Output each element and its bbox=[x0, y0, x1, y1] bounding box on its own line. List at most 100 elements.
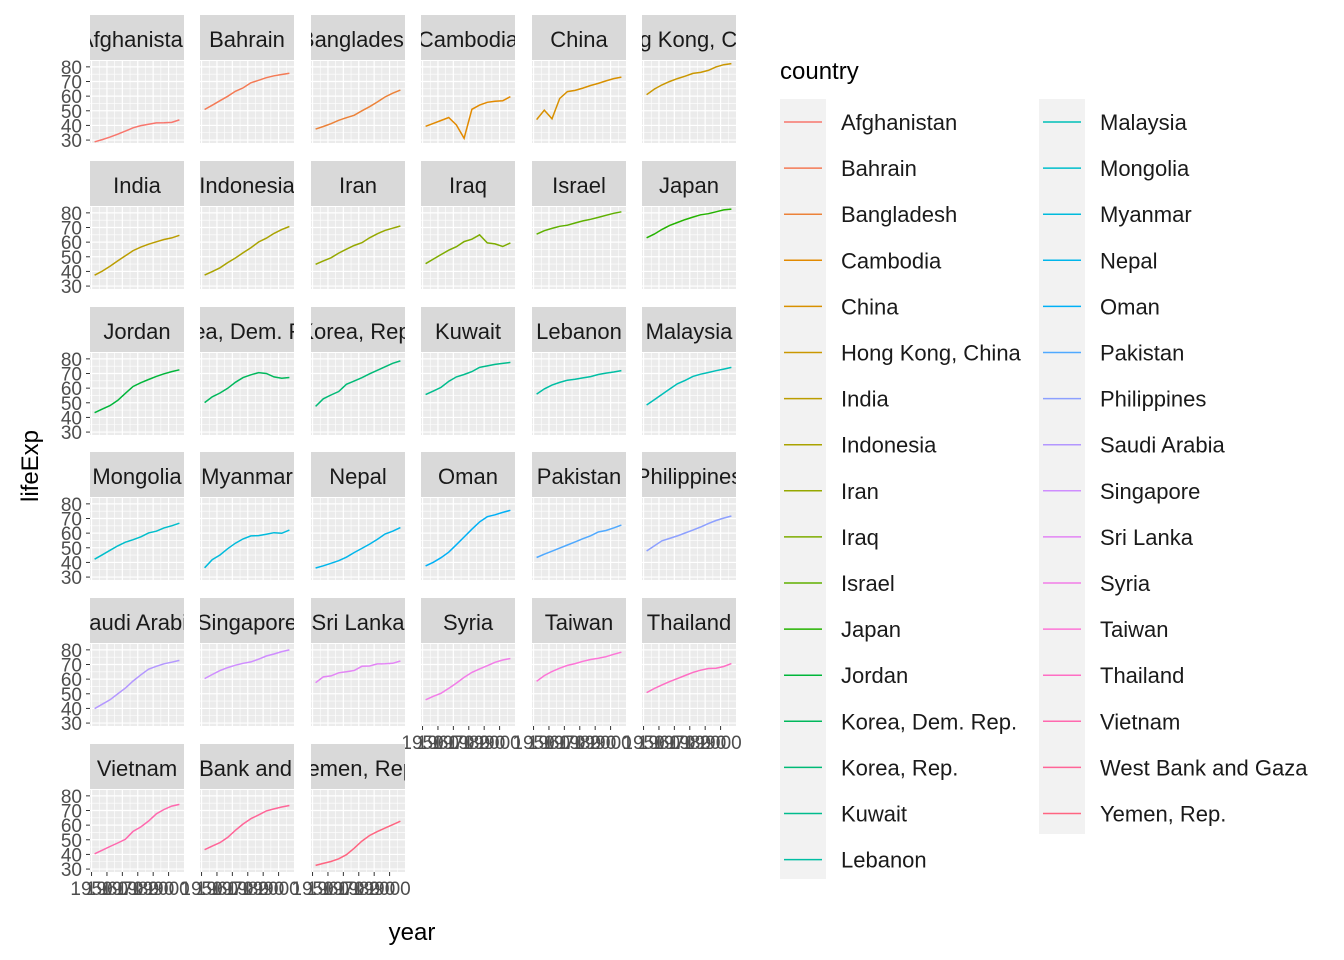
facet-strip-label: Oman bbox=[438, 464, 498, 489]
x-tick-label: 2000 bbox=[257, 879, 299, 900]
series-line bbox=[425, 233, 511, 265]
facet-strip bbox=[532, 452, 626, 497]
y-tick-label: 50 bbox=[61, 394, 82, 415]
facet-strip bbox=[421, 452, 515, 497]
y-tick-label: 30 bbox=[61, 277, 82, 298]
legend-item: West Bank and Gaza bbox=[1043, 755, 1308, 780]
panel-background bbox=[200, 644, 294, 726]
x-tick-label: 1950 bbox=[70, 879, 112, 900]
legend-key-background bbox=[1039, 99, 1085, 834]
x-tick-label: 2000 bbox=[478, 733, 520, 754]
facet-strip bbox=[421, 307, 515, 352]
x-tick-label: 1990 bbox=[132, 879, 174, 900]
legend-label: Bahrain bbox=[841, 156, 917, 181]
facet-panel: Philippines bbox=[642, 452, 736, 580]
y-tick-label: 40 bbox=[61, 408, 82, 429]
x-tick-label: 1990 bbox=[353, 879, 395, 900]
x-tick-label: 1980 bbox=[117, 879, 159, 900]
facet-strip-label: Bahrain bbox=[209, 27, 285, 52]
facet-panel: Bangladesh bbox=[311, 15, 405, 143]
series-line bbox=[536, 651, 622, 682]
legend-label: Vietnam bbox=[1100, 709, 1180, 734]
series-line bbox=[204, 649, 290, 680]
facet-strip bbox=[421, 15, 515, 60]
legend-item: Bahrain bbox=[784, 156, 917, 181]
legend-label: China bbox=[841, 294, 899, 319]
x-tick-label: 1960 bbox=[638, 733, 680, 754]
y-tick-label: 30 bbox=[61, 423, 82, 444]
y-tick-label: 30 bbox=[61, 131, 82, 152]
panel-background bbox=[90, 790, 184, 872]
facet-panel: Myanmar bbox=[200, 452, 294, 580]
legend-label: Iraq bbox=[841, 525, 879, 550]
panel-background bbox=[311, 644, 405, 726]
y-tick-label: 50 bbox=[61, 685, 82, 706]
legend-item: Iraq bbox=[784, 525, 879, 550]
legend-item: India bbox=[784, 387, 889, 412]
legend-label: Nepal bbox=[1100, 248, 1157, 273]
facet-panel: Nepal bbox=[311, 452, 405, 580]
facet-strip-label: Korea, Dem. Rep. bbox=[159, 319, 335, 344]
x-tick-label: 2000 bbox=[699, 733, 741, 754]
facet-strip bbox=[311, 15, 405, 60]
legend-item: Myanmar bbox=[1043, 202, 1192, 227]
facet-panel: Oman bbox=[421, 452, 515, 580]
panel-background bbox=[421, 353, 515, 435]
facet-strip bbox=[311, 452, 405, 497]
y-tick-label: 70 bbox=[61, 365, 82, 386]
facet-panel: Israel bbox=[532, 161, 626, 289]
facet-strip-label: Afghanistan bbox=[79, 27, 195, 52]
legend-item: Bangladesh bbox=[784, 202, 957, 227]
facet-strip bbox=[532, 161, 626, 206]
series-line bbox=[204, 225, 290, 276]
x-tick-label: 1970 bbox=[211, 879, 253, 900]
x-tick-label: 1990 bbox=[463, 733, 505, 754]
facet-strip bbox=[90, 161, 184, 206]
series-line bbox=[425, 95, 511, 141]
legend: country Afghanistan Bahrain Bangladesh Camb… bbox=[780, 58, 1308, 879]
y-tick-label: 70 bbox=[61, 73, 82, 94]
legend-item: Mongolia bbox=[1043, 156, 1190, 181]
facet-strip-label: Indonesia bbox=[199, 173, 295, 198]
legend-item: Malaysia bbox=[1043, 110, 1188, 135]
y-tick-label: 40 bbox=[61, 699, 82, 720]
panel-background bbox=[642, 207, 736, 289]
series-line bbox=[94, 119, 180, 143]
series-line bbox=[646, 62, 732, 96]
facet-strip bbox=[642, 452, 736, 497]
facet-strip-label: Iran bbox=[339, 173, 377, 198]
legend-item: Syria bbox=[1043, 571, 1151, 596]
legend-item: China bbox=[784, 294, 899, 319]
panel-background bbox=[642, 61, 736, 143]
series-line bbox=[646, 366, 732, 406]
panel-background bbox=[311, 353, 405, 435]
x-tick-label: 2000 bbox=[589, 733, 631, 754]
x-tick-label: 1960 bbox=[307, 879, 349, 900]
panel-background bbox=[421, 644, 515, 726]
facet-strip-label: Israel bbox=[552, 173, 606, 198]
legend-label: Hong Kong, China bbox=[841, 341, 1022, 366]
facet-strip-label: Taiwan bbox=[545, 610, 613, 635]
facet-strip-label: Korea, Rep. bbox=[299, 319, 416, 344]
facet-strip-label: Cambodia bbox=[418, 27, 519, 52]
panel-background bbox=[90, 207, 184, 289]
y-tick-label: 30 bbox=[61, 568, 82, 589]
legend-key-background bbox=[780, 99, 826, 879]
facet-strip-label: Syria bbox=[443, 610, 494, 635]
facet-strip-label: Pakistan bbox=[537, 464, 621, 489]
legend-label: Korea, Dem. Rep. bbox=[841, 709, 1017, 734]
y-tick-label: 40 bbox=[61, 845, 82, 866]
y-tick-label: 60 bbox=[61, 670, 82, 691]
facet-panel: Pakistan bbox=[532, 452, 626, 580]
x-tick-label: 1950 bbox=[401, 733, 443, 754]
facet-strip-label: Japan bbox=[659, 173, 719, 198]
legend-label: Malaysia bbox=[1100, 110, 1188, 135]
legend-item: Indonesia bbox=[784, 433, 937, 458]
legend-label: Syria bbox=[1100, 571, 1151, 596]
x-tick-label: 1980 bbox=[669, 733, 711, 754]
facet-strip bbox=[200, 15, 294, 60]
series-line bbox=[204, 804, 290, 851]
